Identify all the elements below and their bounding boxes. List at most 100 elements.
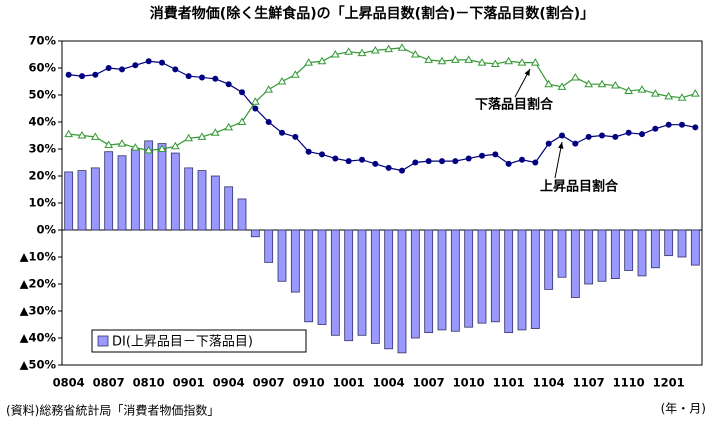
marker — [92, 71, 99, 78]
y-tick-label: 20% — [28, 169, 56, 183]
x-tick-label: 0910 — [293, 376, 325, 390]
bar — [317, 229, 327, 325]
marker — [239, 89, 245, 96]
marker — [639, 131, 645, 138]
y-tick-label: 0% — [36, 223, 56, 237]
bar — [370, 229, 380, 344]
marker — [477, 58, 487, 66]
marker — [450, 55, 460, 63]
bar — [517, 229, 527, 331]
marker — [224, 122, 234, 131]
bar — [424, 229, 434, 333]
y-tick-label: 30% — [28, 142, 56, 156]
bar — [690, 229, 700, 266]
marker — [397, 43, 407, 51]
marker — [357, 48, 367, 57]
y-tick-label: ▲20% — [20, 277, 57, 291]
marker — [517, 58, 527, 66]
marker — [77, 131, 87, 139]
bar — [117, 155, 127, 231]
bar — [624, 229, 634, 271]
marker — [65, 71, 72, 78]
bar — [384, 229, 394, 350]
y-tick-label: 10% — [28, 196, 56, 210]
marker — [505, 160, 512, 167]
bar — [184, 167, 194, 231]
x-tick-label: 0807 — [93, 376, 125, 390]
marker — [252, 105, 259, 112]
marker — [225, 81, 232, 88]
legend-swatch — [97, 335, 109, 347]
marker — [90, 132, 100, 140]
marker — [572, 140, 579, 147]
marker — [237, 117, 247, 125]
marker — [172, 66, 179, 73]
marker — [439, 158, 445, 165]
marker — [504, 56, 514, 65]
marker — [437, 56, 447, 65]
marker — [64, 129, 74, 138]
marker — [399, 167, 405, 174]
bar — [450, 229, 460, 332]
marker — [317, 56, 327, 65]
marker — [212, 75, 219, 82]
x-tick-label: 1101 — [493, 376, 525, 390]
marker — [545, 140, 552, 147]
marker — [197, 132, 207, 140]
marker — [679, 121, 685, 128]
bar — [357, 229, 367, 336]
marker — [650, 89, 660, 97]
marker — [305, 148, 312, 155]
bar — [104, 151, 114, 231]
bar — [264, 229, 274, 263]
bar — [477, 229, 487, 324]
bar — [557, 229, 567, 278]
marker — [145, 58, 152, 65]
x-tick-label: 1201 — [653, 376, 685, 390]
marker — [452, 158, 459, 165]
x-tick-label: 1007 — [413, 376, 445, 390]
bar — [677, 229, 687, 258]
marker — [105, 65, 112, 71]
marker — [144, 145, 154, 154]
bar — [77, 170, 87, 231]
bar — [210, 175, 220, 231]
bar — [650, 229, 660, 269]
marker — [664, 91, 674, 100]
bar — [664, 229, 674, 257]
marker — [292, 133, 299, 140]
bar — [90, 167, 100, 231]
marker — [665, 121, 672, 128]
marker — [584, 79, 594, 88]
marker — [690, 89, 700, 97]
marker — [410, 50, 420, 58]
x-tick-label: 0904 — [213, 376, 245, 390]
bar — [330, 229, 340, 336]
marker — [570, 72, 580, 81]
marker — [372, 160, 379, 167]
marker — [370, 45, 380, 54]
source-note: (資料)総務省統計局「消費者物価指数」 — [6, 403, 219, 418]
x-tick-label: 1001 — [333, 376, 365, 390]
marker — [557, 82, 567, 90]
marker — [599, 132, 605, 139]
marker — [199, 74, 205, 81]
marker — [610, 81, 620, 89]
marker — [119, 66, 125, 73]
x-tick-label: 1107 — [573, 376, 605, 390]
marker — [412, 159, 419, 166]
marker — [597, 79, 607, 88]
y-tick-label: ▲50% — [20, 358, 57, 372]
series-annotation: 下落品目割合 — [475, 97, 554, 113]
marker — [304, 58, 314, 66]
marker — [612, 133, 619, 140]
annotation-arrowhead — [558, 142, 564, 149]
marker — [79, 73, 85, 80]
x-tick-label: 0907 — [253, 376, 285, 390]
marker — [692, 124, 699, 131]
bar — [157, 143, 167, 231]
bar — [130, 148, 140, 231]
series-annotation: 上昇品目割合 — [540, 179, 619, 195]
y-tick-label: 40% — [28, 115, 56, 129]
